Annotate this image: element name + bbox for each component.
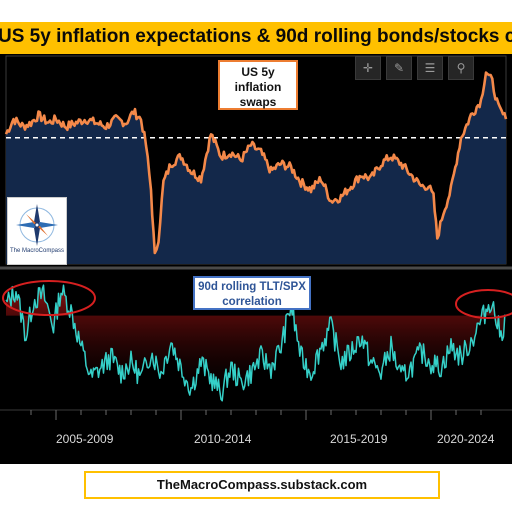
- callout-line-1: US 5y: [241, 65, 275, 79]
- compass-icon: [16, 204, 58, 246]
- correlation-area-fill: [6, 285, 506, 401]
- title-bar: US 5y inflation expectations & 90d rolli…: [0, 22, 512, 54]
- chart-title: US 5y inflation expectations & 90d rolli…: [0, 26, 512, 47]
- macro-compass-logo: The MacroCompass: [7, 197, 67, 265]
- chart-canvas: [0, 54, 512, 464]
- x-label-2010-2014: 2010-2014: [194, 432, 252, 446]
- logo-text: The MacroCompass: [9, 248, 65, 254]
- crosshair-icon[interactable]: ✛: [355, 56, 381, 80]
- correlation-area-group: [5, 284, 507, 402]
- callout-line-3: swaps: [239, 95, 277, 109]
- callout-line-2: correlation: [222, 296, 282, 308]
- chart-frame: ✛ ✎ ☰ ⚲ US 5y inflation swaps 90d rollin…: [0, 54, 512, 464]
- inflation-area-fill: [6, 72, 506, 264]
- inflation-area-group: [4, 71, 508, 264]
- correlation-series-line: [5, 284, 507, 402]
- table-icon[interactable]: ☰: [417, 56, 443, 80]
- inflation-series-line: [4, 71, 508, 255]
- x-axis-ticks: [30, 410, 482, 420]
- x-label-2015-2019: 2015-2019: [330, 432, 388, 446]
- inflation-callout: US 5y inflation swaps: [218, 60, 298, 110]
- correlation-callout: 90d rolling TLT/SPX correlation: [193, 276, 311, 310]
- callout-line-1: 90d rolling TLT/SPX: [198, 281, 306, 293]
- zoom-icon[interactable]: ⚲: [448, 56, 474, 80]
- highlight-circle-2005[interactable]: [2, 280, 96, 316]
- x-label-2005-2009: 2005-2009: [56, 432, 114, 446]
- x-label-2020-2024: 2020-2024: [437, 432, 495, 446]
- pencil-icon[interactable]: ✎: [386, 56, 412, 80]
- footer-url[interactable]: TheMacroCompass.substack.com: [84, 471, 440, 499]
- highlight-circle-2022[interactable]: [455, 289, 512, 319]
- callout-line-2: inflation: [234, 80, 282, 94]
